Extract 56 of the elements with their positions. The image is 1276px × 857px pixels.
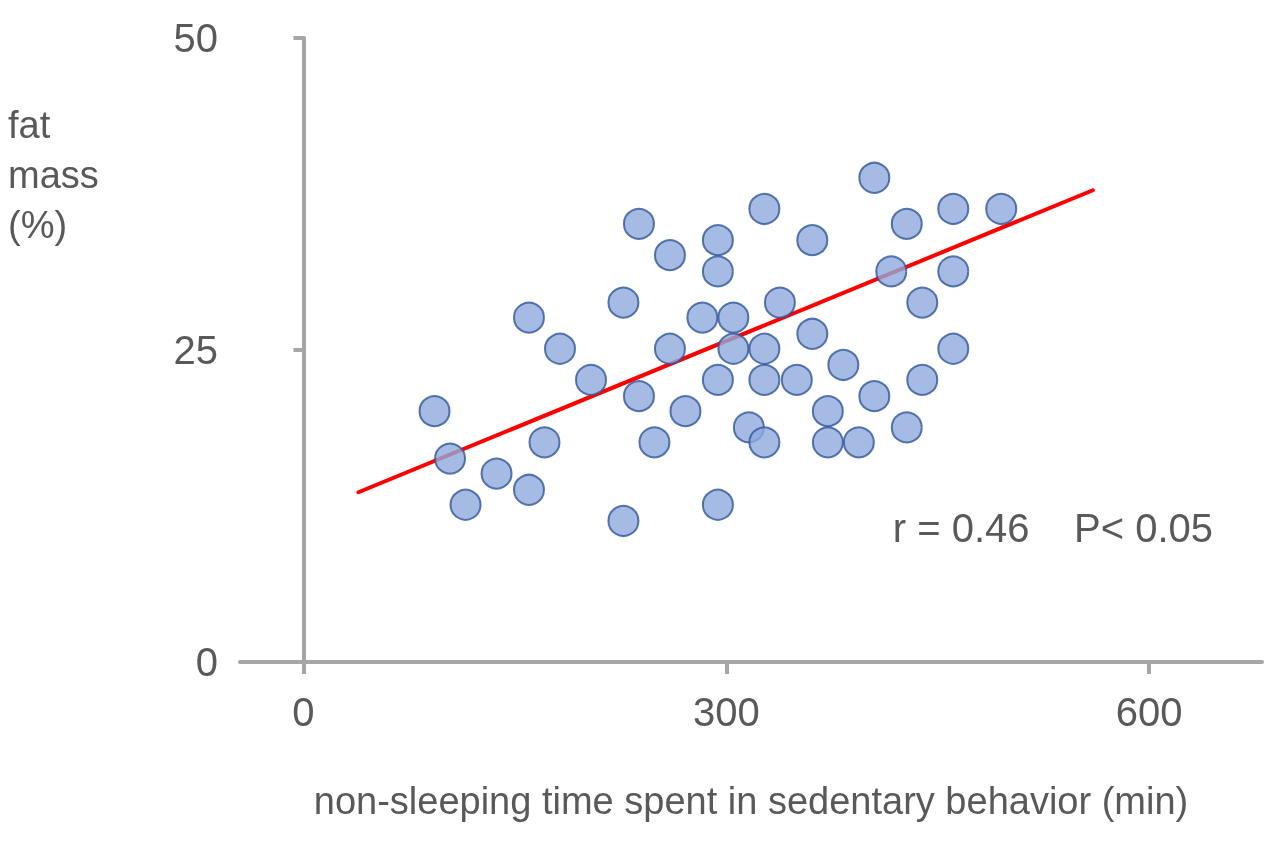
x-tick-label: 300 [692, 690, 760, 734]
point [780, 363, 813, 396]
x-tick-label: 0 [292, 690, 315, 734]
point [701, 255, 734, 288]
point [701, 488, 734, 521]
point [937, 192, 970, 225]
point [842, 426, 875, 459]
y-tick-label: 50 [173, 16, 218, 60]
point [827, 348, 860, 381]
point [906, 363, 939, 396]
point [434, 442, 467, 475]
y-axis-title: fat mass (%) [8, 104, 110, 246]
point [748, 192, 781, 225]
point [748, 332, 781, 365]
point [858, 380, 891, 413]
point [607, 286, 640, 319]
point [717, 332, 750, 365]
point [528, 426, 561, 459]
point [449, 488, 482, 521]
point [906, 286, 939, 319]
annotation: r = 0.46 P< 0.05 [892, 506, 1213, 550]
point [701, 224, 734, 257]
y-tick-label: 25 [173, 328, 218, 372]
x-tick-label: 600 [1115, 690, 1183, 734]
point [811, 395, 844, 428]
point [653, 239, 686, 272]
point [575, 363, 607, 396]
point [796, 317, 829, 350]
y-tick-label: 0 [195, 640, 218, 684]
point [638, 426, 671, 459]
x-axis-title: non-sleeping time spent in sedentary behavior (min) [313, 780, 1189, 822]
point [890, 207, 923, 240]
point [937, 332, 970, 365]
point [480, 457, 513, 490]
point [701, 363, 734, 396]
point [622, 380, 655, 413]
point [418, 395, 451, 428]
point [748, 363, 781, 396]
point [622, 207, 655, 240]
point [858, 161, 891, 194]
point [653, 332, 686, 365]
point [686, 301, 719, 334]
point [717, 301, 750, 334]
point [544, 332, 576, 365]
point [607, 504, 640, 537]
point [763, 286, 796, 319]
point [513, 301, 545, 334]
point [748, 426, 781, 459]
point [796, 224, 829, 257]
point [890, 411, 923, 444]
point [875, 255, 908, 288]
point [985, 192, 1018, 225]
point [811, 426, 844, 459]
point [669, 395, 702, 428]
point [513, 473, 545, 506]
point [937, 255, 970, 288]
